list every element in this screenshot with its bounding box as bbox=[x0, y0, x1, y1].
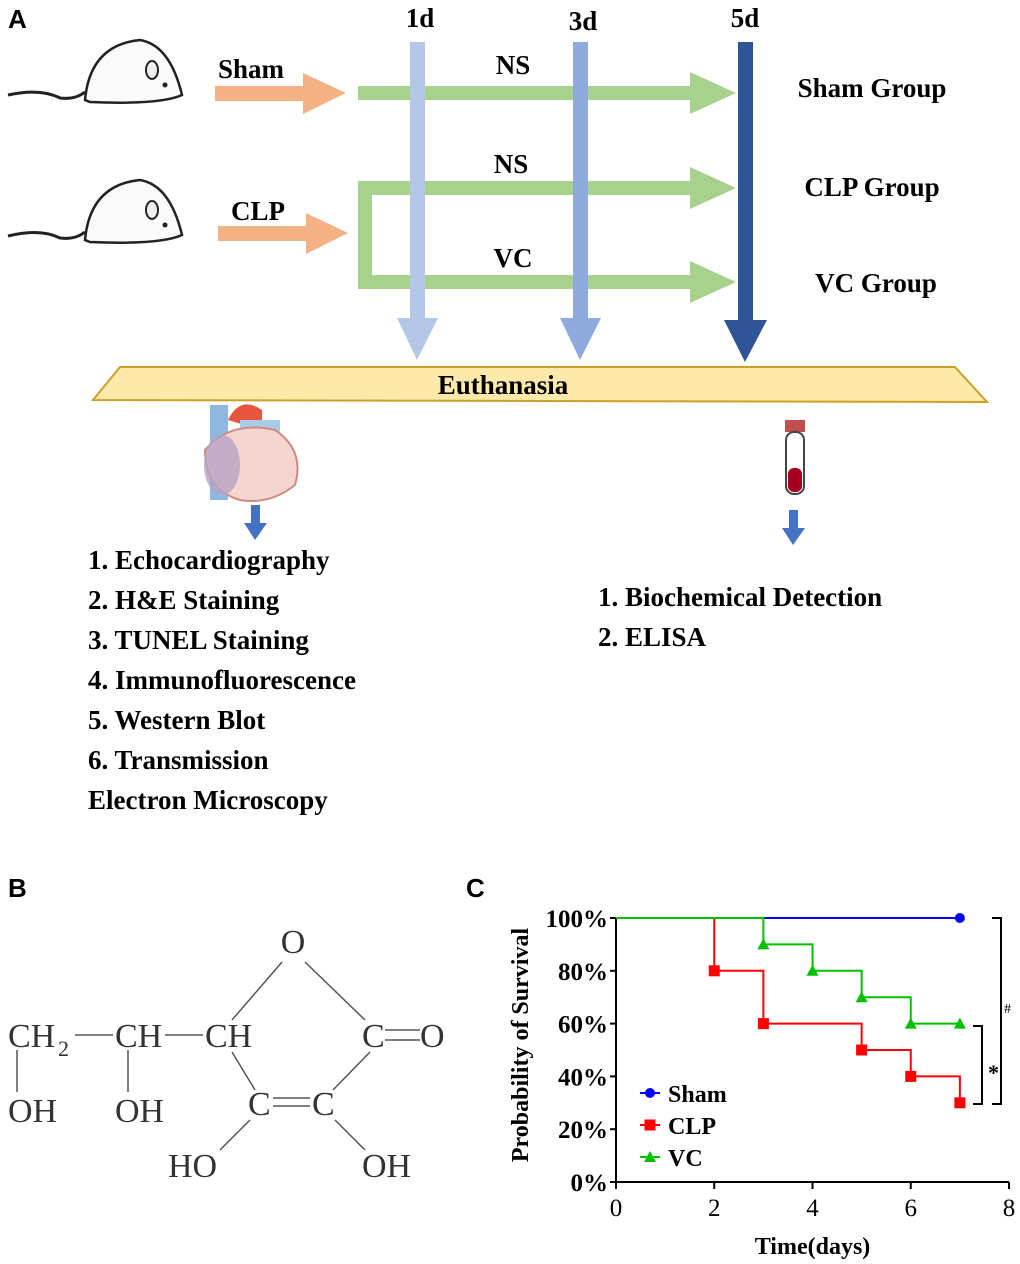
y-axis-label: Probability of Survival bbox=[508, 928, 534, 1163]
x-tick-label: 8 bbox=[1003, 1195, 1016, 1222]
day5-label: 5d bbox=[731, 3, 760, 33]
y-tick-label: 80% bbox=[558, 959, 608, 986]
panel-label-b: B bbox=[8, 873, 27, 903]
atom-c-2: C bbox=[312, 1086, 335, 1123]
data-point-clp bbox=[708, 965, 720, 977]
heart-list-item: 1. Echocardiography bbox=[88, 545, 330, 575]
blood-list-item: 2. ELISA bbox=[598, 622, 707, 652]
day3-label: 3d bbox=[569, 6, 598, 36]
legend-label-clp: CLP bbox=[668, 1114, 716, 1140]
heart-list-item: Electron Microscopy bbox=[88, 785, 328, 815]
legend-marker bbox=[645, 1088, 655, 1098]
y-tick-label: 100% bbox=[546, 906, 609, 933]
heart-analysis-list: 1. Echocardiography 2. H&E Staining 3. TUN… bbox=[88, 545, 356, 815]
ascorbic-acid-structure: O CH 2 CH CH C O OH OH C C HO OH bbox=[8, 924, 445, 1185]
series-line-clp bbox=[616, 917, 961, 1103]
legend-marker bbox=[644, 1151, 656, 1162]
data-point-vc bbox=[953, 1017, 966, 1029]
vc-label: VC bbox=[494, 243, 533, 273]
heart-icon bbox=[203, 404, 299, 502]
data-point-clp bbox=[954, 1097, 966, 1109]
clp-arrow bbox=[218, 213, 348, 254]
y-tick-label: 60% bbox=[558, 1012, 608, 1039]
rat-sham-icon bbox=[7, 38, 184, 104]
clp-label: CLP bbox=[231, 196, 285, 226]
atom-oh-3: OH bbox=[362, 1148, 411, 1185]
legend-marker bbox=[644, 1119, 656, 1131]
data-point-vc bbox=[904, 1017, 917, 1029]
survival-chart: 0% 20% 40% 60% 80% 100% 0 2 4 6 8 Time(days) Probabi… bbox=[508, 906, 1015, 1260]
series-line-vc bbox=[616, 917, 960, 1025]
day5-arrow bbox=[724, 42, 767, 362]
atom-c-carbonyl: C bbox=[362, 1018, 385, 1055]
data-point-clp bbox=[856, 1044, 868, 1056]
data-point-clp bbox=[757, 1018, 769, 1030]
data-point-vc bbox=[806, 964, 819, 976]
legend-label-sham: Sham bbox=[668, 1082, 727, 1108]
blood-down-arrow bbox=[782, 510, 805, 545]
atom-oh-2: OH bbox=[115, 1093, 164, 1130]
annotation-star: * bbox=[988, 1060, 999, 1085]
sham-group-label: Sham Group bbox=[798, 73, 947, 103]
heart-list-item: 6. Transmission bbox=[88, 745, 269, 775]
data-point-clp bbox=[905, 1070, 917, 1082]
blood-tube-icon bbox=[785, 420, 805, 495]
atom-oh-1: OH bbox=[8, 1093, 57, 1130]
ns-label-sham: NS bbox=[496, 50, 531, 80]
atom-o-ring: O bbox=[281, 924, 306, 961]
y-tick-label: 40% bbox=[558, 1064, 608, 1091]
sham-arrow bbox=[215, 73, 346, 114]
heart-list-item: 3. TUNEL Staining bbox=[88, 625, 309, 655]
annotation-hash: # bbox=[1004, 1002, 1011, 1017]
atom-ch2: CH bbox=[8, 1018, 55, 1055]
heart-down-arrow bbox=[244, 505, 267, 540]
atom-ho: HO bbox=[168, 1148, 217, 1185]
euthanasia-label: Euthanasia bbox=[438, 370, 569, 400]
atom-ch2-sub: 2 bbox=[58, 1036, 69, 1061]
vc-group-label: VC Group bbox=[815, 268, 937, 298]
day1-label: 1d bbox=[406, 3, 435, 33]
bonds bbox=[16, 961, 420, 1151]
panel-label-a: A bbox=[8, 4, 27, 34]
sham-label: Sham bbox=[218, 54, 285, 84]
clp-group-label: CLP Group bbox=[804, 172, 939, 202]
x-tick-label: 0 bbox=[610, 1195, 623, 1222]
y-tick-label: 0% bbox=[571, 1170, 609, 1197]
euthanasia-bar bbox=[90, 366, 990, 404]
data-point-vc bbox=[855, 991, 868, 1003]
y-tick-label: 20% bbox=[558, 1117, 608, 1144]
green-arrows bbox=[358, 72, 736, 303]
ns-label-clp: NS bbox=[494, 149, 529, 179]
heart-list-item: 4. Immunofluorescence bbox=[88, 665, 356, 695]
heart-list-item: 2. H&E Staining bbox=[88, 585, 280, 615]
rat-clp-icon bbox=[7, 178, 184, 244]
day3-arrow bbox=[560, 42, 601, 360]
x-tick-label: 2 bbox=[708, 1195, 721, 1222]
atom-c-1: C bbox=[248, 1086, 271, 1123]
panel-label-c: C bbox=[466, 873, 485, 903]
day1-arrow bbox=[397, 42, 438, 360]
x-tick-label: 4 bbox=[806, 1195, 819, 1222]
atom-o-carbonyl: O bbox=[420, 1018, 445, 1055]
blood-list-item: 1. Biochemical Detection bbox=[598, 582, 882, 612]
atom-ch-a: CH bbox=[115, 1018, 162, 1055]
heart-list-item: 5. Western Blot bbox=[88, 705, 265, 735]
x-axis-label: Time(days) bbox=[755, 1234, 871, 1260]
data-point-sham bbox=[954, 913, 965, 923]
legend-label-vc: VC bbox=[668, 1146, 703, 1172]
bracket-hash bbox=[992, 917, 1002, 1105]
atom-ch-b: CH bbox=[205, 1018, 252, 1055]
data-point-vc bbox=[757, 938, 770, 950]
x-tick-label: 6 bbox=[905, 1195, 918, 1222]
bracket-star bbox=[973, 1025, 983, 1105]
blood-analysis-list: 1. Biochemical Detection 2. ELISA bbox=[598, 582, 882, 652]
